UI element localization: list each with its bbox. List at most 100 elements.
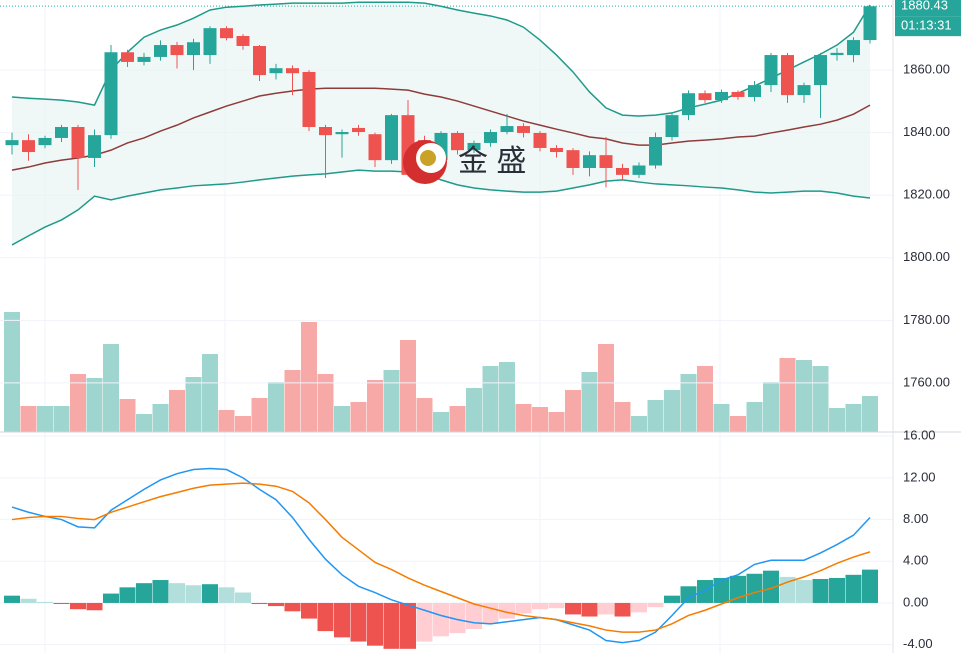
histogram-bar	[136, 583, 152, 603]
candle-body	[616, 167, 629, 175]
volume-bar	[499, 362, 515, 432]
lower-band	[11, 169, 871, 246]
histogram-bar	[466, 602, 482, 630]
volume-bar	[845, 404, 862, 432]
volume-bar	[581, 372, 598, 432]
candle-body	[533, 132, 547, 148]
histogram-bar	[400, 602, 416, 649]
candle-body	[253, 45, 266, 76]
volume-bar	[169, 390, 185, 432]
histogram-bar	[845, 574, 862, 603]
volume-bar	[433, 412, 449, 432]
candle-body	[5, 140, 19, 146]
histogram-bar	[119, 587, 136, 603]
countdown-box	[895, 16, 961, 37]
volume-bar	[598, 344, 614, 432]
histogram-bar	[829, 577, 845, 603]
last-price-label: 1880.43	[901, 0, 948, 13]
histogram-bar	[235, 592, 251, 603]
volume-bar	[697, 366, 713, 432]
histogram-bar	[449, 602, 466, 634]
candle-body	[88, 135, 101, 158]
histogram-bar	[202, 584, 218, 603]
candle-body	[682, 93, 695, 116]
y-tick-label: 1820.00	[903, 187, 950, 202]
histogram-bar	[350, 602, 367, 642]
candle-body	[286, 68, 299, 74]
histogram-bar	[664, 595, 680, 603]
volume-bar	[829, 408, 845, 432]
volume-bar	[136, 414, 152, 432]
candle-body	[649, 137, 662, 166]
volume-bar	[383, 370, 400, 432]
histogram-bar	[631, 602, 647, 613]
candle-body	[385, 115, 398, 161]
volume-bar	[251, 398, 268, 432]
candle-body	[187, 42, 200, 56]
histogram-bar	[251, 602, 268, 605]
histogram-bar	[548, 602, 565, 609]
volume-bar	[367, 380, 383, 432]
countdown-label: 01:13:31	[901, 18, 952, 33]
candle-body	[220, 28, 233, 39]
y-tick-label: 1760.00	[903, 374, 950, 389]
macd-line	[11, 467, 871, 644]
y-tick-label: 1780.00	[903, 312, 950, 327]
volume-bar	[548, 412, 565, 432]
candle-body	[484, 132, 497, 143]
volume-bar	[185, 377, 202, 432]
histogram-bar	[268, 602, 284, 607]
volume-bar	[400, 340, 416, 432]
histogram-bar	[367, 602, 383, 646]
histogram-bar	[169, 583, 185, 603]
volume-bar	[301, 322, 317, 432]
histogram-bar	[53, 602, 70, 605]
volume-bar	[482, 366, 499, 432]
histogram-bar	[746, 573, 763, 603]
candle-body	[154, 45, 167, 57]
candle-body	[137, 56, 151, 62]
candle-body	[170, 45, 184, 56]
volume-bar	[70, 374, 86, 432]
histogram-bar	[152, 580, 169, 603]
candle-body	[302, 71, 316, 128]
histogram-bar	[730, 575, 746, 603]
histogram-bar	[614, 602, 631, 617]
histogram-bar	[317, 602, 334, 632]
volume-bar	[268, 382, 284, 432]
volume-bar	[763, 382, 779, 432]
histogram-bar	[812, 578, 829, 603]
candle-body	[335, 132, 349, 135]
histogram-bar	[680, 586, 697, 603]
volume-bar	[532, 407, 548, 432]
histogram-bar	[20, 598, 37, 603]
candle-body	[632, 165, 646, 175]
candle-body	[236, 35, 250, 46]
candle-body	[104, 52, 118, 136]
volume-bar	[20, 406, 37, 432]
candle-body	[715, 91, 728, 101]
volume-bar	[449, 406, 466, 432]
watermark-text: 金 盛	[458, 145, 526, 178]
candle-body	[500, 126, 514, 133]
candle-body	[764, 55, 778, 86]
volume-bar	[53, 406, 70, 432]
volume-bar	[152, 404, 169, 432]
candle-body	[566, 150, 580, 168]
candle-body	[517, 126, 530, 133]
candle-body	[847, 40, 860, 56]
y-tick-label: 1800.00	[903, 249, 950, 264]
histogram-bar	[581, 602, 598, 617]
volume-bar	[350, 402, 367, 432]
histogram-bar	[383, 602, 400, 649]
histogram-bar	[4, 595, 20, 603]
volume-bar	[565, 390, 581, 432]
histogram-bar	[37, 601, 53, 603]
histogram-bar	[334, 602, 350, 638]
candle-body	[38, 137, 52, 146]
histogram-bar	[499, 602, 515, 619]
candle-body	[550, 147, 563, 153]
candle-body	[781, 55, 794, 96]
logo-dot	[420, 150, 436, 166]
